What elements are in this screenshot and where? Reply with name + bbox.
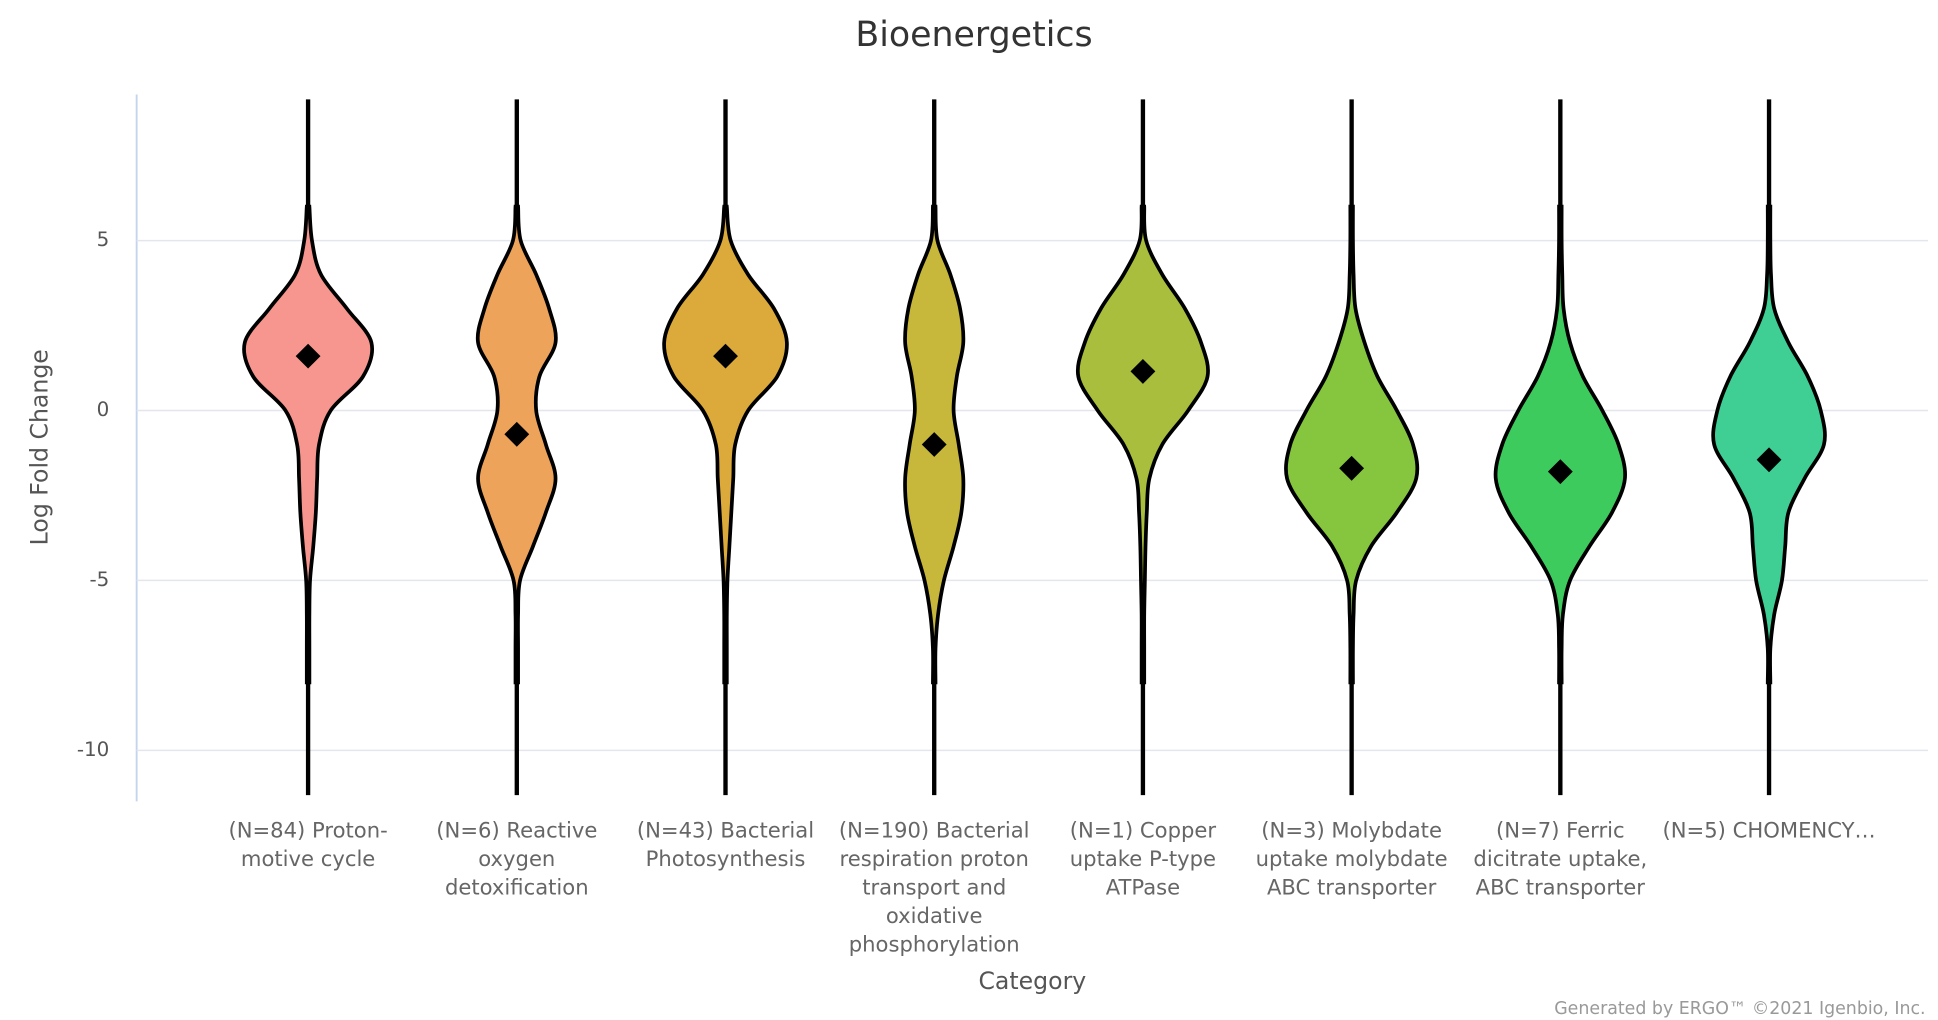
x-tick-label: (N=5) CHOMENCY… (1662, 818, 1876, 844)
y-tick-label: 0 (97, 398, 110, 421)
x-tick-label-box: (N=43) Bacterial Photosynthesis (636, 818, 815, 873)
x-tick-label: (N=190) Bacterial respiration proton tra… (838, 818, 1030, 958)
x-tick-label: (N=1) Copper uptake P-type ATPase (1069, 818, 1217, 901)
x-tick-label: (N=84) Proton-motive cycle (228, 818, 388, 873)
x-tick-label: (N=43) Bacterial Photosynthesis (636, 818, 815, 873)
x-axis-title: Category (978, 967, 1086, 995)
x-tick-label: (N=3) Molybdate uptake molybdate ABC tra… (1255, 818, 1448, 901)
violin (662, 204, 789, 685)
violin (1493, 204, 1627, 685)
chart-title: Bioenergetics (855, 15, 1092, 55)
x-tick-label: (N=6) Reactive oxygen detoxification (436, 818, 598, 901)
x-tick-label-box: (N=7) Ferric dicitrate uptake, ABC trans… (1473, 818, 1648, 901)
mean-marker (1756, 447, 1782, 473)
y-tick-label: -10 (77, 738, 109, 761)
mean-marker (1339, 455, 1365, 481)
violin (1284, 204, 1420, 685)
mean-marker (1547, 459, 1573, 485)
x-tick-label-box: (N=190) Bacterial respiration proton tra… (838, 818, 1030, 958)
x-tick-label-box: (N=5) CHOMENCY… (1662, 818, 1876, 844)
x-tick-label-box: (N=3) Molybdate uptake molybdate ABC tra… (1255, 818, 1448, 901)
mean-marker (295, 343, 321, 369)
x-tick-label: (N=7) Ferric dicitrate uptake, ABC trans… (1473, 818, 1648, 901)
mean-marker (504, 421, 530, 447)
x-tick-label-box: (N=1) Copper uptake P-type ATPase (1069, 818, 1217, 901)
x-tick-label-box: (N=6) Reactive oxygen detoxification (436, 818, 598, 901)
violin (1711, 204, 1827, 685)
y-tick-label: -5 (90, 568, 110, 591)
mean-marker (1130, 358, 1156, 384)
violin (242, 204, 375, 685)
y-tick-label: 5 (97, 228, 110, 251)
mean-marker (921, 432, 947, 457)
mean-marker (713, 343, 738, 369)
footer: Generated by ERGO™ ©2021 Igenbio, Inc. (1554, 999, 1925, 1019)
x-tick-label-box: (N=84) Proton-motive cycle (228, 818, 388, 873)
violin (1075, 204, 1210, 685)
y-axis-title: Log Fold Change (25, 349, 53, 545)
